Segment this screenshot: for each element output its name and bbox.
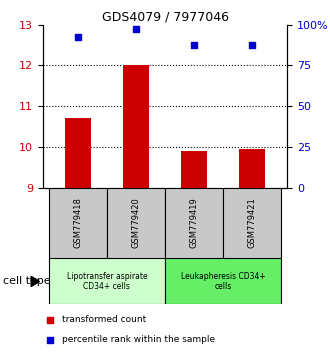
Text: GSM779419: GSM779419 xyxy=(189,198,199,249)
Bar xyxy=(239,149,265,188)
Text: percentile rank within the sample: percentile rank within the sample xyxy=(62,335,215,344)
Point xyxy=(75,34,81,40)
Bar xyxy=(49,258,165,304)
Bar xyxy=(65,118,91,188)
Text: cell type: cell type xyxy=(3,276,51,286)
Title: GDS4079 / 7977046: GDS4079 / 7977046 xyxy=(102,11,228,24)
Bar xyxy=(123,65,149,188)
Text: GSM779421: GSM779421 xyxy=(248,198,257,249)
Bar xyxy=(223,188,281,258)
Bar xyxy=(49,188,107,258)
Point xyxy=(133,26,139,32)
Point xyxy=(48,337,53,343)
Point xyxy=(191,42,197,48)
Text: GSM779418: GSM779418 xyxy=(73,198,82,249)
Text: Lipotransfer aspirate
CD34+ cells: Lipotransfer aspirate CD34+ cells xyxy=(67,272,147,291)
Bar xyxy=(165,258,281,304)
Text: Leukapheresis CD34+
cells: Leukapheresis CD34+ cells xyxy=(181,272,266,291)
Text: transformed count: transformed count xyxy=(62,315,147,324)
Text: GSM779420: GSM779420 xyxy=(131,198,141,249)
Point xyxy=(48,317,53,323)
Bar xyxy=(107,188,165,258)
Bar xyxy=(165,188,223,258)
Polygon shape xyxy=(31,276,39,286)
Bar xyxy=(181,151,207,188)
Point xyxy=(249,42,255,48)
